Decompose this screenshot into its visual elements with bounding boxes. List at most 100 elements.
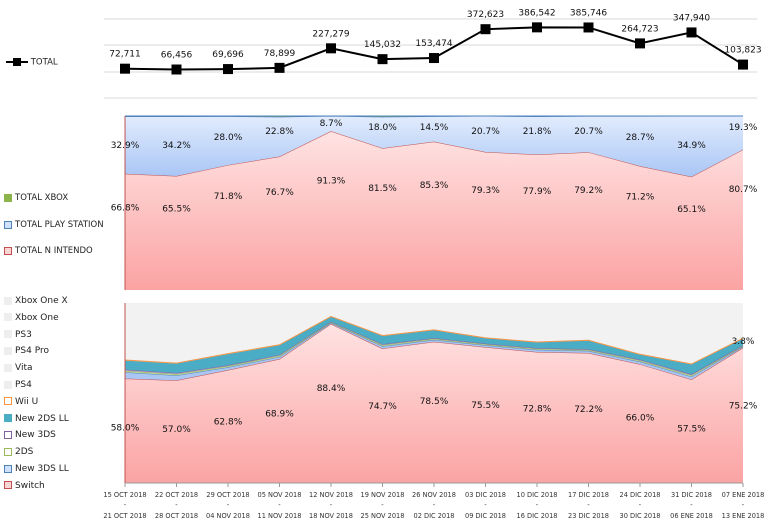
legend-label: Vita xyxy=(15,363,33,374)
legend-item-xbox-one-x: Xbox One X xyxy=(4,296,68,306)
data-label: 3.8% xyxy=(732,337,755,347)
category-separator: - xyxy=(381,501,384,509)
swatch-icon xyxy=(4,220,12,229)
legend-item-switch: Switch xyxy=(4,481,45,491)
legend-label: New 2DS LL xyxy=(15,413,69,424)
category-label-start: 26 NOV 2018 xyxy=(412,491,456,499)
data-point xyxy=(120,63,130,74)
category-separator: - xyxy=(227,501,230,509)
swatch-icon xyxy=(4,346,12,355)
data-label: 80.7% xyxy=(729,185,758,195)
data-label: 20.7% xyxy=(574,127,603,137)
legend-label: 2DS xyxy=(15,447,34,458)
category-separator: - xyxy=(278,501,281,509)
data-label: 69,696 xyxy=(212,50,244,60)
legend-item-total-nintendo: TOTAL N INTENDO xyxy=(4,246,93,256)
legend-item-new-3ds-ll: New 3DS LL xyxy=(4,464,69,474)
category-separator: - xyxy=(536,501,539,509)
category-label-start: 12 NOV 2018 xyxy=(309,491,353,499)
data-label: 91.3% xyxy=(317,177,346,187)
data-label: 34.9% xyxy=(677,141,706,151)
data-label: 71.2% xyxy=(626,192,655,202)
category-label-end: 06 ENE 2018 xyxy=(670,512,713,520)
data-label: 72.8% xyxy=(523,404,552,414)
legend-item-wii-u: Wii U xyxy=(4,397,38,407)
data-label: 153,474 xyxy=(415,39,452,49)
legend-item-ps4: PS4 xyxy=(4,380,32,390)
category-separator: - xyxy=(484,501,487,509)
data-label: 62.8% xyxy=(214,417,243,427)
data-point xyxy=(377,54,388,65)
swatch-icon xyxy=(4,447,12,456)
swatch-icon xyxy=(4,246,12,255)
data-label: 66.0% xyxy=(626,413,655,423)
legend-label: PS4 Pro xyxy=(15,346,50,357)
data-label: 66,456 xyxy=(161,50,193,60)
data-label: 34.2% xyxy=(162,141,191,151)
data-point xyxy=(274,62,285,73)
data-label: 71.8% xyxy=(214,192,243,202)
data-label: 65.5% xyxy=(162,205,191,215)
legend-item-total-playstation: TOTAL PLAY STATION xyxy=(4,220,104,230)
category-label-start: 22 OCT 2018 xyxy=(155,491,198,499)
data-label: 79.2% xyxy=(574,186,603,196)
data-label: 81.5% xyxy=(368,184,397,194)
data-label: 145,032 xyxy=(364,40,401,50)
category-label-end: 28 OCT 2018 xyxy=(155,512,198,520)
swatch-icon xyxy=(4,193,12,202)
area-new-2ds-ll xyxy=(125,316,743,375)
data-label: 28.7% xyxy=(626,133,655,143)
area-total-play-station xyxy=(125,116,743,177)
data-point xyxy=(480,24,491,35)
data-point xyxy=(635,38,645,49)
data-label: 385,746 xyxy=(570,8,607,18)
category-separator: - xyxy=(124,501,127,509)
category-separator: - xyxy=(639,501,642,509)
data-label: 77.9% xyxy=(523,187,552,197)
area-edge xyxy=(124,315,744,365)
swatch-icon xyxy=(4,363,12,372)
swatch-icon xyxy=(4,414,12,423)
legend-label: PS3 xyxy=(15,329,32,340)
data-label: 347,940 xyxy=(673,13,710,23)
category-label-start: 31 DIC 2018 xyxy=(671,491,712,499)
data-point xyxy=(171,64,182,75)
category-label-end: 09 DIC 2018 xyxy=(465,512,506,520)
category-separator: - xyxy=(690,501,693,509)
data-point xyxy=(429,53,439,64)
legend-item-total-xbox: TOTAL XBOX xyxy=(4,193,68,203)
data-label: 72.2% xyxy=(574,405,603,415)
category-label-start: 17 DIC 2018 xyxy=(568,491,609,499)
data-label: 19.3% xyxy=(729,123,758,133)
data-label: 75.2% xyxy=(729,401,758,411)
data-label: 57.5% xyxy=(677,424,706,434)
swatch-icon xyxy=(4,296,12,305)
legend-item-ps3: PS3 xyxy=(4,330,32,340)
data-label: 386,542 xyxy=(518,8,555,18)
legend-label: Switch xyxy=(15,480,45,491)
area-total-nintendo xyxy=(125,131,743,290)
category-label-end: 18 NOV 2018 xyxy=(309,512,353,520)
category-separator: - xyxy=(742,501,745,509)
data-label: 65.1% xyxy=(677,205,706,215)
data-label: 22.8% xyxy=(265,127,294,137)
data-label: 264,723 xyxy=(621,24,658,34)
category-label-start: 29 OCT 2018 xyxy=(206,491,249,499)
legend-label: New 3DS LL xyxy=(15,464,69,474)
category-label-start: 19 NOV 2018 xyxy=(361,491,405,499)
data-label: 78,899 xyxy=(264,49,296,59)
data-point xyxy=(686,27,697,38)
category-label-start: 24 DIC 2018 xyxy=(620,491,661,499)
data-point xyxy=(223,64,233,75)
legend-item-xbox-one: Xbox One xyxy=(4,313,59,323)
swatch-icon xyxy=(4,430,12,439)
category-label-end: 13 ENE 2018 xyxy=(722,512,765,520)
legend-item-new-3ds: New 3DS xyxy=(4,430,56,440)
data-label: 85.3% xyxy=(420,181,449,191)
data-label: 57.0% xyxy=(162,425,191,435)
legend-label: TOTAL xyxy=(30,57,58,68)
category-label-start: 15 OCT 2018 xyxy=(103,491,146,499)
category-label-start: 07 ENE 2018 xyxy=(722,491,765,499)
data-label: 68.9% xyxy=(265,410,294,420)
data-label: 74.7% xyxy=(368,402,397,412)
